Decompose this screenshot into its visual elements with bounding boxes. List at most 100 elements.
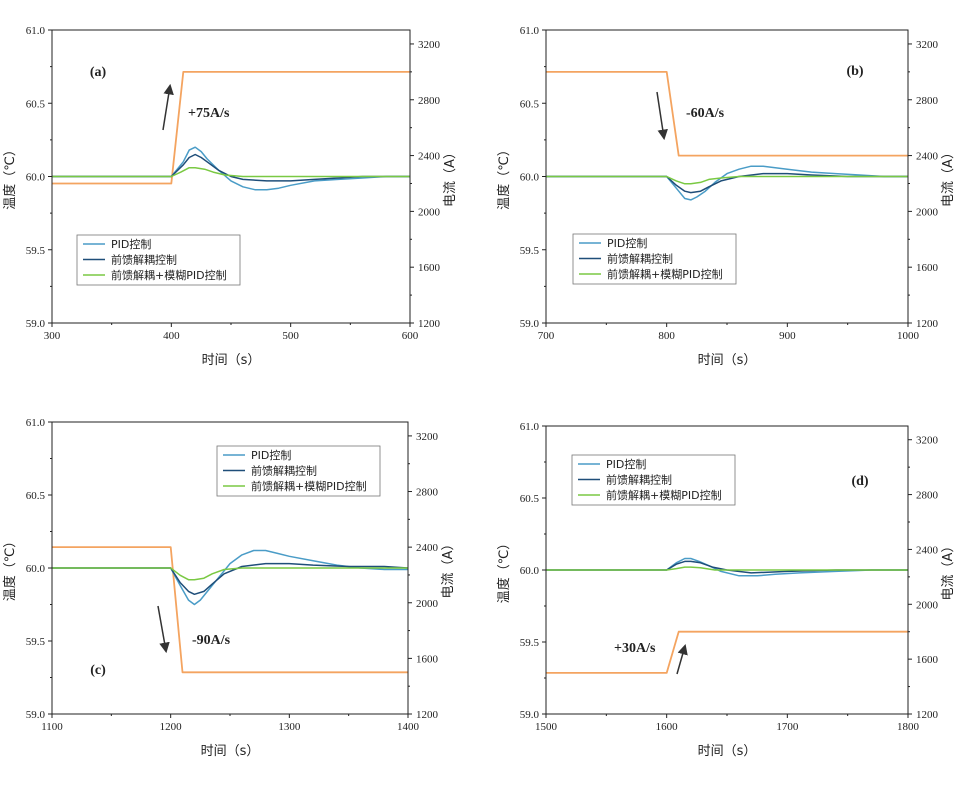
panel-label: (b): [846, 64, 863, 79]
y-axis-label: 温度（℃）: [2, 535, 18, 602]
y2-tick-label: 1200: [916, 709, 939, 721]
y2-axis-label: 电流（A）: [941, 540, 956, 601]
x-axis-label: 时间（s）: [698, 744, 757, 759]
y-tick-label: 61.0: [520, 25, 540, 37]
x-tick-label: 1200: [160, 721, 183, 733]
y2-tick-label: 2000: [416, 598, 439, 610]
x-tick-label: 1300: [278, 721, 301, 733]
y-tick-label: 59.0: [520, 709, 540, 721]
x-tick-label: 500: [282, 330, 299, 342]
y2-tick-label: 2400: [916, 544, 939, 556]
y2-tick-label: 3200: [418, 39, 441, 51]
x-tick-label: 1700: [776, 721, 799, 733]
y2-tick-label: 2800: [418, 95, 441, 107]
ramp-rate-annotation: -60A/s: [686, 106, 725, 121]
legend-entry: 前馈解耦+模糊PID控制: [111, 268, 227, 282]
y2-tick-label: 3200: [916, 435, 939, 447]
y2-tick-label: 2800: [916, 490, 939, 502]
series-line-3: [52, 567, 408, 581]
x-axis-label: 时间（s）: [201, 744, 260, 759]
series-line-3: [546, 566, 908, 571]
x-tick-label: 1400: [397, 721, 420, 733]
y-tick-label: 59.0: [26, 318, 46, 330]
y2-axis-label: 电流（A）: [941, 146, 956, 207]
x-axis-label: 时间（s）: [202, 353, 261, 368]
legend-entry: PID控制: [251, 448, 291, 462]
ramp-arrow: [676, 643, 688, 675]
y-tick-label: 60.0: [520, 172, 540, 184]
y2-tick-label: 1200: [916, 318, 939, 330]
legend-entry: PID控制: [111, 237, 151, 251]
chart-panel-a: 300 400 500 600 59.0 59.5 60.0 60.5 61.0 1200 1600…: [2, 25, 458, 368]
y-tick-label: 60.5: [520, 98, 540, 110]
series-line-3: [52, 166, 410, 178]
y-tick-label: 60.0: [520, 565, 540, 577]
x-axis-label: 时间（s）: [698, 353, 757, 368]
y2-tick-label: 1200: [416, 709, 439, 721]
y2-tick-label: 2000: [418, 206, 441, 218]
y-tick-label: 59.5: [520, 245, 540, 257]
legend-entry: 前馈解耦控制: [251, 464, 317, 478]
y2-tick-label: 2800: [916, 95, 939, 107]
y2-tick-label: 3200: [416, 431, 439, 443]
y2-tick-label: 2400: [916, 151, 939, 163]
y2-axis-label: 电流（A）: [441, 538, 456, 599]
series-line-1: [546, 557, 908, 577]
current-line: [52, 546, 408, 674]
y-axis-label: 温度（℃）: [496, 143, 512, 210]
series-line-1: [52, 549, 408, 606]
y-tick-label: 59.5: [520, 637, 540, 649]
ramp-arrow: [656, 91, 668, 141]
x-tick-label: 1500: [535, 721, 558, 733]
y-tick-label: 60.0: [26, 172, 46, 184]
series-line-2: [52, 562, 408, 596]
x-tick-label: 600: [402, 330, 419, 342]
y-axis-label: 温度（℃）: [2, 143, 18, 210]
current-line: [546, 71, 908, 157]
y2-tick-label: 2000: [916, 599, 939, 611]
series-line-1: [52, 146, 410, 191]
panel-label: (d): [851, 474, 868, 489]
panel-label: (c): [90, 663, 106, 678]
series-line-2: [546, 172, 908, 194]
legend-entry: 前馈解耦+模糊PID控制: [606, 488, 722, 502]
legend-entry: 前馈解耦控制: [111, 253, 177, 267]
y2-tick-label: 1200: [418, 318, 441, 330]
y-tick-label: 59.0: [26, 709, 46, 721]
y-tick-label: 59.0: [520, 318, 540, 330]
y-tick-label: 60.5: [26, 98, 46, 110]
y-tick-label: 59.5: [26, 636, 46, 648]
y2-tick-label: 2000: [916, 206, 939, 218]
y-axis-label: 温度（℃）: [496, 537, 512, 604]
y-tick-label: 61.0: [26, 417, 46, 429]
y2-tick-label: 1600: [916, 654, 939, 666]
y2-tick-label: 2400: [416, 542, 439, 554]
x-tick-label: 1000: [897, 330, 920, 342]
y-tick-label: 60.0: [26, 563, 46, 575]
legend-entry: 前馈解耦控制: [606, 473, 672, 487]
series-line-3: [546, 175, 908, 185]
current-line: [546, 630, 908, 674]
y-tick-label: 61.0: [520, 421, 540, 433]
x-tick-label: 300: [44, 330, 61, 342]
ramp-rate-annotation: -90A/s: [192, 633, 231, 648]
x-tick-label: 900: [779, 330, 796, 342]
y2-axis-label: 电流（A）: [443, 146, 458, 207]
y2-tick-label: 1600: [916, 262, 939, 274]
x-tick-label: 400: [163, 330, 180, 342]
legend-entry: PID控制: [607, 236, 647, 250]
legend-entry: PID控制: [606, 457, 646, 471]
y2-tick-label: 1600: [418, 262, 441, 274]
y-tick-label: 61.0: [26, 25, 46, 37]
x-tick-label: 800: [658, 330, 675, 342]
x-tick-label: 700: [538, 330, 555, 342]
y-tick-label: 60.5: [26, 490, 46, 502]
y2-tick-label: 3200: [916, 39, 939, 51]
series-line-2: [52, 153, 410, 182]
ramp-arrow: [157, 605, 170, 654]
